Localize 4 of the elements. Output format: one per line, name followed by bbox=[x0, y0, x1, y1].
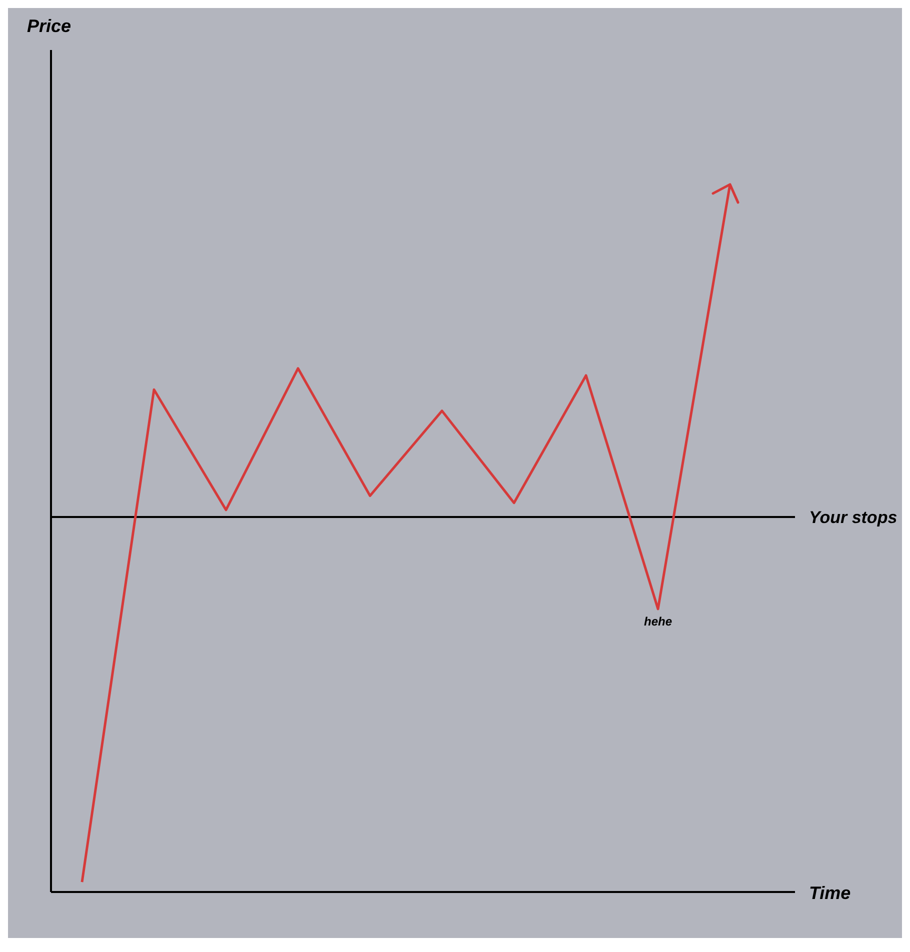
annotation: hehe bbox=[644, 614, 672, 628]
text: Price bbox=[27, 16, 72, 37]
x-axis-title: Time bbox=[809, 882, 851, 903]
ref-line-label: Your stops bbox=[809, 508, 898, 528]
